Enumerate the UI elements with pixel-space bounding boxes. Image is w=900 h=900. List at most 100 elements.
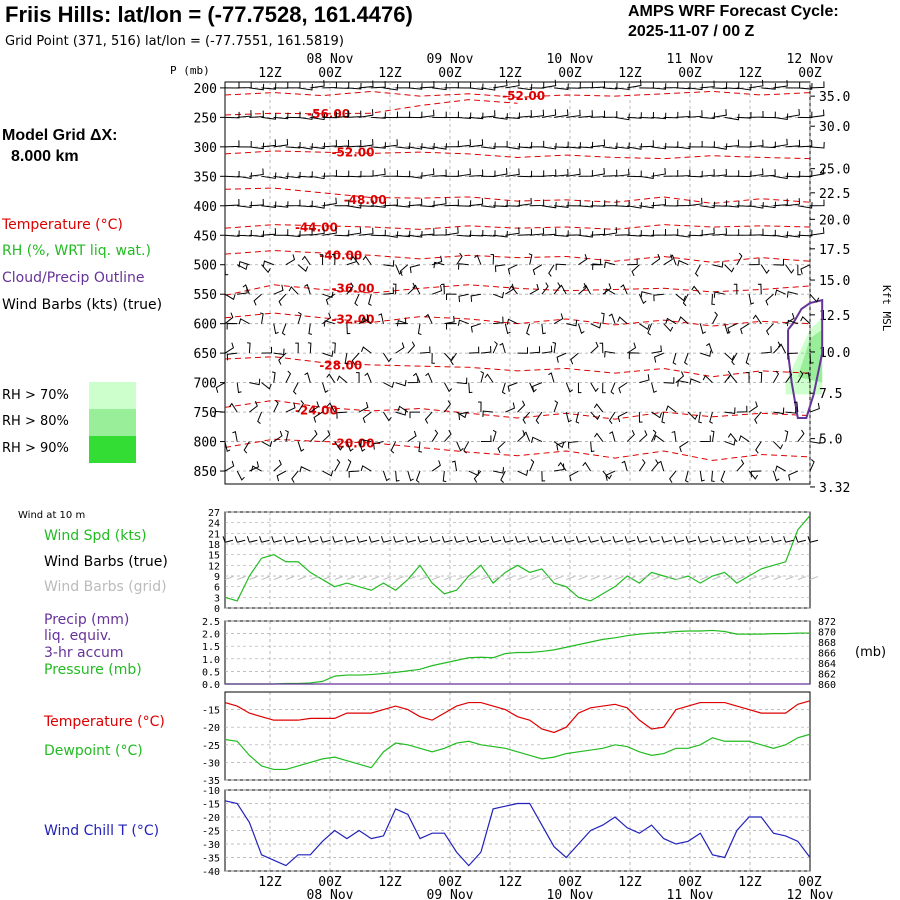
wind-barb-850-2 bbox=[249, 461, 260, 472]
wind10m-barb-true-30 bbox=[588, 536, 599, 543]
wind10m-barb-grid-1 bbox=[237, 576, 246, 581]
wind-barb-350-15 bbox=[407, 172, 423, 179]
wind-barb-800-24 bbox=[517, 430, 526, 442]
time-tick-bottom-8: 12Z bbox=[738, 875, 762, 890]
wind-barb-650-35 bbox=[651, 345, 662, 354]
wind10m-barb-grid-18 bbox=[444, 576, 453, 581]
wind10m-barb-true-37 bbox=[673, 536, 685, 543]
p-tick-350: 350 bbox=[194, 170, 217, 185]
wind10m-barb-grid-2 bbox=[249, 576, 258, 581]
wind-barb-800-39 bbox=[700, 435, 711, 443]
wind-barb-600-7 bbox=[308, 323, 313, 335]
wind-barb-650-23 bbox=[499, 342, 506, 354]
isotherm-label-7: -32.00 bbox=[332, 313, 375, 327]
p-tick-650: 650 bbox=[194, 347, 217, 362]
wind-barb-250-28 bbox=[566, 109, 581, 118]
wind-barb-700-6 bbox=[292, 382, 299, 395]
wind-barb-500-9 bbox=[332, 253, 336, 265]
wind-barb-550-19 bbox=[446, 293, 457, 300]
wind-barb-450-37 bbox=[675, 231, 691, 238]
cross-section-frame bbox=[224, 81, 811, 485]
wind10m-barb-grid-3 bbox=[261, 576, 270, 581]
wind-barb-650-1 bbox=[226, 352, 238, 361]
wind-barb-650-20 bbox=[468, 346, 480, 354]
wind-barb-350-35 bbox=[651, 168, 666, 177]
wind-barb-850-35 bbox=[651, 459, 659, 472]
wind-barb-650-30 bbox=[590, 341, 599, 354]
wind-barb-850-42 bbox=[736, 459, 745, 472]
date-tick-top-3: 11 Nov bbox=[667, 52, 714, 67]
wind-barb-850-31 bbox=[602, 470, 613, 480]
wind-barb-400-18 bbox=[444, 199, 459, 207]
panel-frame-1 bbox=[224, 511, 811, 609]
wind-barb-700-29 bbox=[577, 382, 582, 394]
wind-barb-350-17 bbox=[432, 169, 447, 177]
wind-barb-400-8 bbox=[322, 197, 337, 207]
wind-barb-650-15 bbox=[407, 341, 416, 354]
wind-barb-300-5 bbox=[285, 141, 301, 149]
wind-barb-350-12 bbox=[371, 168, 386, 177]
wind-barb-600-6 bbox=[297, 311, 302, 324]
wind-barb-550-13 bbox=[383, 287, 394, 295]
wind10m-barb-true-16 bbox=[417, 536, 429, 543]
wind10m-barb-grid-36 bbox=[663, 576, 672, 581]
wind-barb-700-32 bbox=[610, 382, 616, 395]
wind-barb-400-43 bbox=[748, 202, 764, 209]
wind-barb-200-10 bbox=[346, 82, 362, 90]
wind-barb-750-34 bbox=[638, 412, 643, 423]
panel-3-ytick-4: -15 bbox=[202, 706, 220, 717]
wind-barb-250-3 bbox=[261, 113, 277, 120]
wind-barb-500-45 bbox=[773, 259, 785, 266]
wind-barb-750-18 bbox=[443, 400, 452, 413]
wind10m-barb-true-48 bbox=[807, 536, 819, 543]
wind-barb-500-11 bbox=[350, 255, 360, 266]
wind-barb-350-16 bbox=[419, 168, 435, 177]
wind-barb-250-15 bbox=[407, 111, 423, 119]
wind-barb-200-1 bbox=[237, 81, 252, 89]
wind-barb-300-46 bbox=[785, 139, 801, 148]
wind-barb-550-14 bbox=[392, 283, 397, 295]
wind-barb-500-38 bbox=[677, 259, 689, 267]
wind-barb-800-25 bbox=[522, 431, 531, 442]
legend-wind-speed: Wind Spd (kts) bbox=[44, 528, 147, 544]
wind-barb-450-11 bbox=[359, 227, 374, 236]
wind-barb-550-9 bbox=[325, 293, 335, 305]
wind-barb-450-40 bbox=[712, 228, 727, 236]
wind-barb-700-27 bbox=[548, 372, 555, 383]
wind-barb-750-24 bbox=[517, 400, 526, 413]
wind-barb-450-10 bbox=[346, 227, 362, 236]
wind10m-barb-grid-33 bbox=[627, 576, 636, 581]
wind-barb-650-2 bbox=[247, 342, 251, 354]
wind-barb-400-2 bbox=[249, 198, 264, 207]
wind-barb-650-45 bbox=[773, 341, 781, 354]
panel-2-ytick-right-0: 860 bbox=[818, 680, 836, 691]
wind-barb-850-0 bbox=[224, 460, 235, 472]
wind-barb-500-1 bbox=[236, 263, 248, 271]
wind-barb-650-21 bbox=[480, 346, 492, 354]
time-tick-bottom-7: 00Z bbox=[678, 875, 702, 890]
date-tick-bottom-0: 08 Nov bbox=[307, 888, 354, 900]
wind-barb-200-13 bbox=[383, 83, 399, 91]
panel-3-ytick-3: -20 bbox=[202, 723, 220, 734]
wind-barb-750-6 bbox=[297, 400, 305, 413]
wind10m-barb-true-14 bbox=[393, 536, 404, 543]
wind-barb-500-15 bbox=[399, 264, 409, 277]
wind-barb-400-32 bbox=[614, 200, 630, 208]
legend-wind-barbs-grid: Wind Barbs (grid) bbox=[44, 579, 167, 595]
wind-barb-850-46 bbox=[774, 465, 786, 472]
wind-barb-450-39 bbox=[700, 227, 715, 236]
wind-barb-800-10 bbox=[346, 441, 354, 452]
wind-barb-700-38 bbox=[677, 380, 689, 387]
wind-barb-500-28 bbox=[555, 263, 567, 271]
wind-barb-800-45 bbox=[773, 441, 784, 450]
wind-barb-750-20 bbox=[458, 411, 469, 420]
wind-barb-750-25 bbox=[522, 411, 531, 424]
wind10m-barb-true-32 bbox=[612, 536, 624, 543]
wind-barb-300-34 bbox=[639, 140, 654, 148]
wind-barb-350-13 bbox=[383, 170, 398, 177]
wind-barb-350-8 bbox=[322, 169, 337, 177]
isotherm-label-8: -28.00 bbox=[319, 359, 362, 373]
wind-barb-600-42 bbox=[727, 323, 738, 334]
wind10m-barb-grid-30 bbox=[590, 576, 599, 581]
wind-barb-400-12 bbox=[371, 201, 386, 208]
